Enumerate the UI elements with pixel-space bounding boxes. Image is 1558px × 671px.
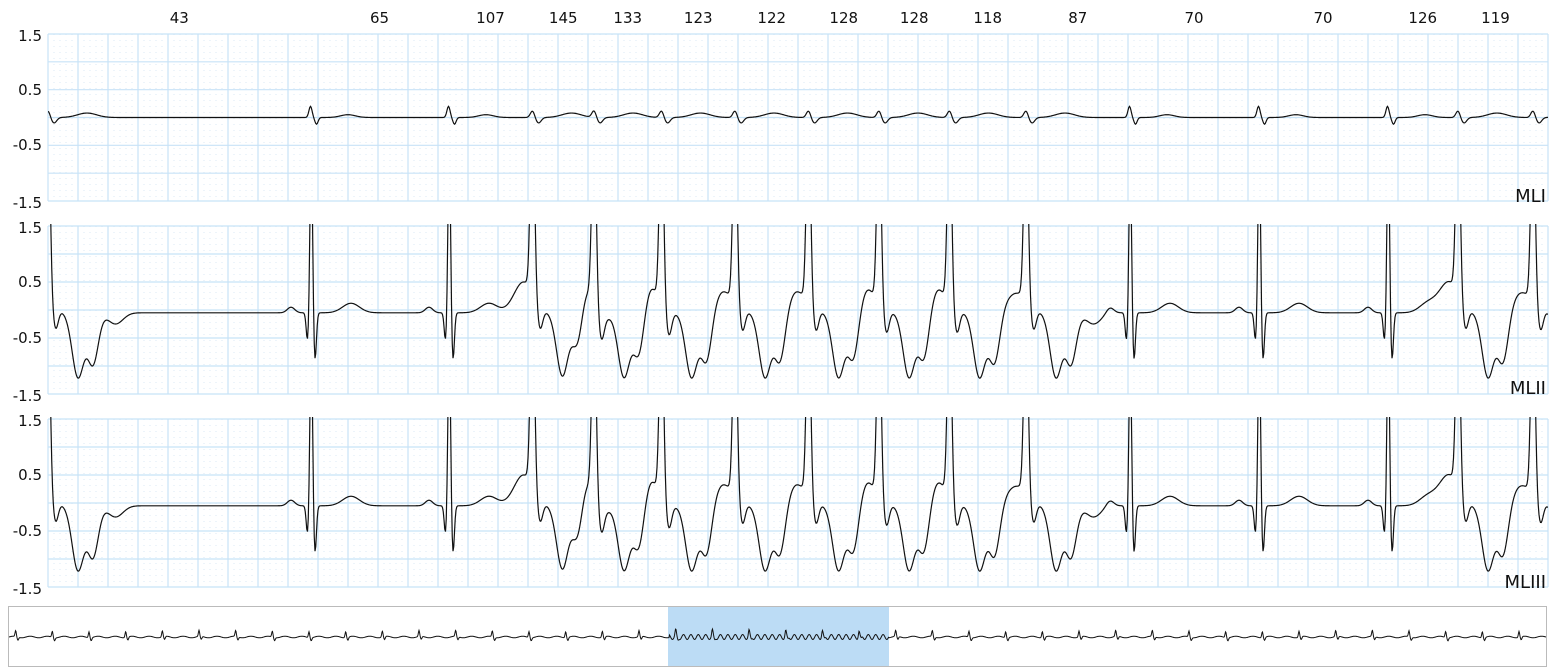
ecg-plot-mliii — [47, 417, 1549, 588]
heart-rate-label: 70 — [1184, 9, 1204, 27]
lead-panel-mli[interactable]: MLI 1.5 0.5 -0.5 -1.5 — [0, 27, 1558, 212]
overview-trace-plot — [9, 627, 1546, 642]
lead-panel-mliii[interactable]: MLIII 1.5 0.5 -0.5 -1.5 — [0, 410, 1558, 598]
overview-strip[interactable] — [8, 606, 1547, 667]
ecg-plot-mlii — [47, 224, 1549, 395]
ecg-plot-mli — [47, 33, 1549, 202]
y-tick-label: 0.5 — [18, 80, 42, 99]
ecg-trace — [50, 224, 1548, 379]
y-tick-label: -1.5 — [12, 387, 42, 405]
lead-label: MLIII — [1504, 572, 1546, 593]
y-tick-label: 1.5 — [18, 27, 42, 45]
heart-rate-label: 70 — [1313, 9, 1333, 27]
heart-rate-label: 87 — [1068, 9, 1088, 27]
heart-rate-label: 118 — [973, 9, 1003, 27]
y-tick-label: -1.5 — [12, 194, 42, 212]
heart-rate-label: 122 — [757, 9, 787, 27]
overview-trace — [9, 627, 1546, 642]
heart-rate-row: 43 65 107 145 133 123 122 128 128 118 87 70 70 126 119 — [0, 0, 1558, 30]
heart-rate-label: 119 — [1481, 9, 1510, 27]
heart-rate-label: 128 — [829, 9, 859, 27]
ecg-trace — [50, 417, 1548, 572]
heart-rate-label: 123 — [683, 9, 713, 27]
y-tick-label: 0.5 — [18, 273, 42, 291]
y-tick-label: -1.5 — [12, 580, 42, 598]
heart-rate-label: 43 — [169, 9, 189, 27]
y-tick-label: -0.5 — [12, 136, 42, 155]
y-tick-label: 1.5 — [18, 219, 42, 237]
ecg-trace — [48, 105, 1548, 125]
y-tick-label: -0.5 — [12, 522, 42, 540]
y-tick-label: 1.5 — [18, 412, 42, 430]
lead-label: MLI — [1515, 186, 1546, 207]
heart-rate-label: 65 — [369, 9, 390, 27]
heart-rate-label: 126 — [1408, 9, 1438, 27]
heart-rate-label: 107 — [476, 9, 505, 27]
y-tick-label: 0.5 — [18, 466, 42, 484]
y-tick-label: -0.5 — [12, 329, 42, 347]
heart-rate-label: 133 — [613, 9, 643, 27]
heart-rate-label: 145 — [548, 9, 578, 27]
lead-panel-mlii[interactable]: MLII 1.5 0.5 -0.5 -1.5 — [0, 218, 1558, 404]
heart-rate-label: 128 — [899, 9, 929, 27]
lead-label: MLII — [1509, 378, 1546, 399]
